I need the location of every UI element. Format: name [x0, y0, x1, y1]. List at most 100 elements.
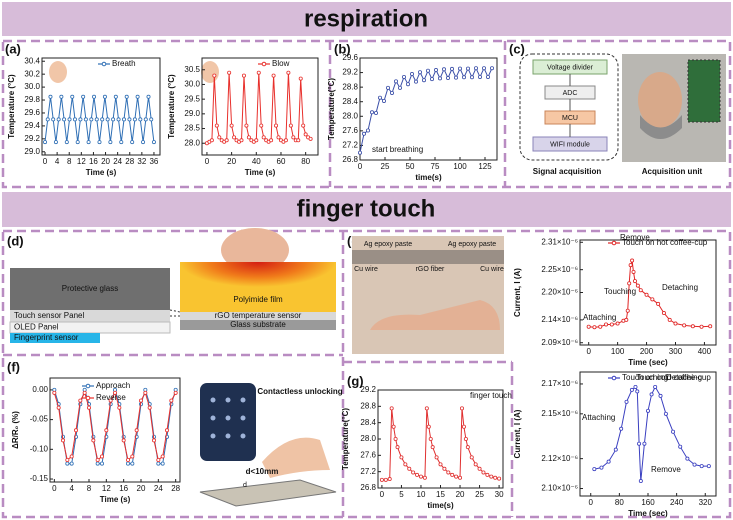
x-tick-label: 80 [301, 157, 310, 166]
y-tick-label: -0.05 [30, 415, 49, 424]
x-tick-label: 32 [137, 157, 146, 166]
data-point [301, 123, 306, 128]
annotation: Detaching [666, 373, 702, 382]
y-axis-label: Temperature(°C) [327, 78, 336, 141]
photo-face [638, 72, 682, 128]
x-tick-label: 240 [670, 498, 684, 507]
x-tick-label: 0 [43, 157, 48, 166]
y-tick-label: 30.0 [24, 82, 40, 91]
legend-marker [101, 61, 107, 67]
data-point [239, 138, 244, 143]
x-tick-label: 50 [406, 162, 415, 171]
data-point [254, 138, 259, 143]
data-point [89, 117, 94, 122]
x-tick-label: 20 [137, 484, 146, 493]
data-point [598, 324, 603, 329]
data-point [422, 475, 427, 480]
panel-letter: (a) [5, 41, 21, 56]
legend-label: Touch on cold coffee-cup [622, 373, 711, 382]
data-point [229, 123, 234, 128]
layer-label: rGO temperature sensor [215, 311, 302, 320]
data-point [303, 132, 308, 137]
data-point [459, 406, 464, 411]
data-point [82, 390, 87, 395]
x-axis-label: Time (sec) [628, 358, 668, 367]
series-line [359, 66, 493, 153]
data-point [138, 398, 143, 403]
y-tick-label: -0.10 [30, 444, 49, 453]
layer [180, 320, 336, 330]
annotation: Attaching [583, 313, 616, 322]
legend-label: Breath [112, 59, 136, 68]
data-point [418, 474, 423, 479]
y-axis-label: Temperature(°C) [341, 408, 350, 471]
y-tick-label: 28.5 [184, 124, 200, 133]
data-point [74, 428, 79, 433]
x-tick-label: 20 [101, 157, 110, 166]
data-point [130, 461, 135, 466]
data-point [92, 94, 97, 99]
y-tick-label: 29.6 [342, 53, 358, 62]
plot-frame [579, 371, 717, 497]
data-point [405, 82, 410, 87]
data-point [95, 461, 100, 466]
data-point [409, 72, 414, 77]
data-point [45, 117, 50, 122]
data-point [653, 384, 658, 389]
annotation: start breathing [372, 145, 423, 154]
legend-label: Reverse [96, 393, 126, 402]
layer [180, 262, 336, 312]
distance-symbol: d [243, 482, 247, 489]
data-point [411, 470, 416, 475]
data-point [56, 405, 61, 410]
photo-finger [370, 300, 500, 330]
panel-letter: (b) [334, 41, 351, 56]
x-tick-label: 36 [149, 157, 158, 166]
data-point [126, 458, 131, 463]
y-tick-label: 28.8 [360, 401, 376, 410]
data-point [690, 324, 695, 329]
data-point [271, 73, 276, 78]
data-point [108, 398, 113, 403]
data-point [446, 470, 451, 475]
data-point [627, 281, 632, 286]
x-tick-label: 20 [227, 157, 236, 166]
data-point [87, 405, 92, 410]
y-tick-label: 28.0 [360, 434, 376, 443]
data-point [609, 322, 614, 327]
data-point [489, 474, 494, 479]
distance-label: d<10mm [246, 467, 279, 476]
data-point [424, 406, 429, 411]
data-point [407, 466, 412, 471]
data-point [685, 456, 690, 461]
x-tick-label: 15 [436, 490, 445, 499]
data-point [361, 131, 366, 136]
data-point [497, 476, 502, 481]
legend-marker [611, 375, 617, 381]
data-point [141, 140, 146, 145]
y-tick-label: 28.4 [342, 97, 358, 106]
y-tick-label: 29.0 [24, 147, 40, 156]
y-axis-label: Temperature (°C) [7, 74, 16, 139]
data-point [625, 308, 630, 313]
y-tick-label: 2.15×10⁻⁶ [541, 409, 578, 418]
data-point [81, 94, 86, 99]
data-point [586, 324, 591, 329]
data-point [100, 461, 105, 466]
data-point [453, 75, 458, 80]
plot-frame [359, 57, 498, 161]
diagram-label: Voltage divider [547, 64, 594, 71]
data-point [308, 136, 313, 141]
x-axis-label: Time (s) [245, 168, 276, 177]
data-point [91, 438, 96, 443]
data-point [151, 438, 156, 443]
data-point [469, 455, 474, 460]
data-point [232, 135, 237, 140]
legend-marker [261, 61, 267, 67]
data-point [65, 458, 70, 463]
data-point [130, 454, 135, 459]
x-tick-label: 0 [358, 162, 363, 171]
legend-marker [85, 383, 91, 389]
annotation: Detaching [662, 283, 698, 292]
